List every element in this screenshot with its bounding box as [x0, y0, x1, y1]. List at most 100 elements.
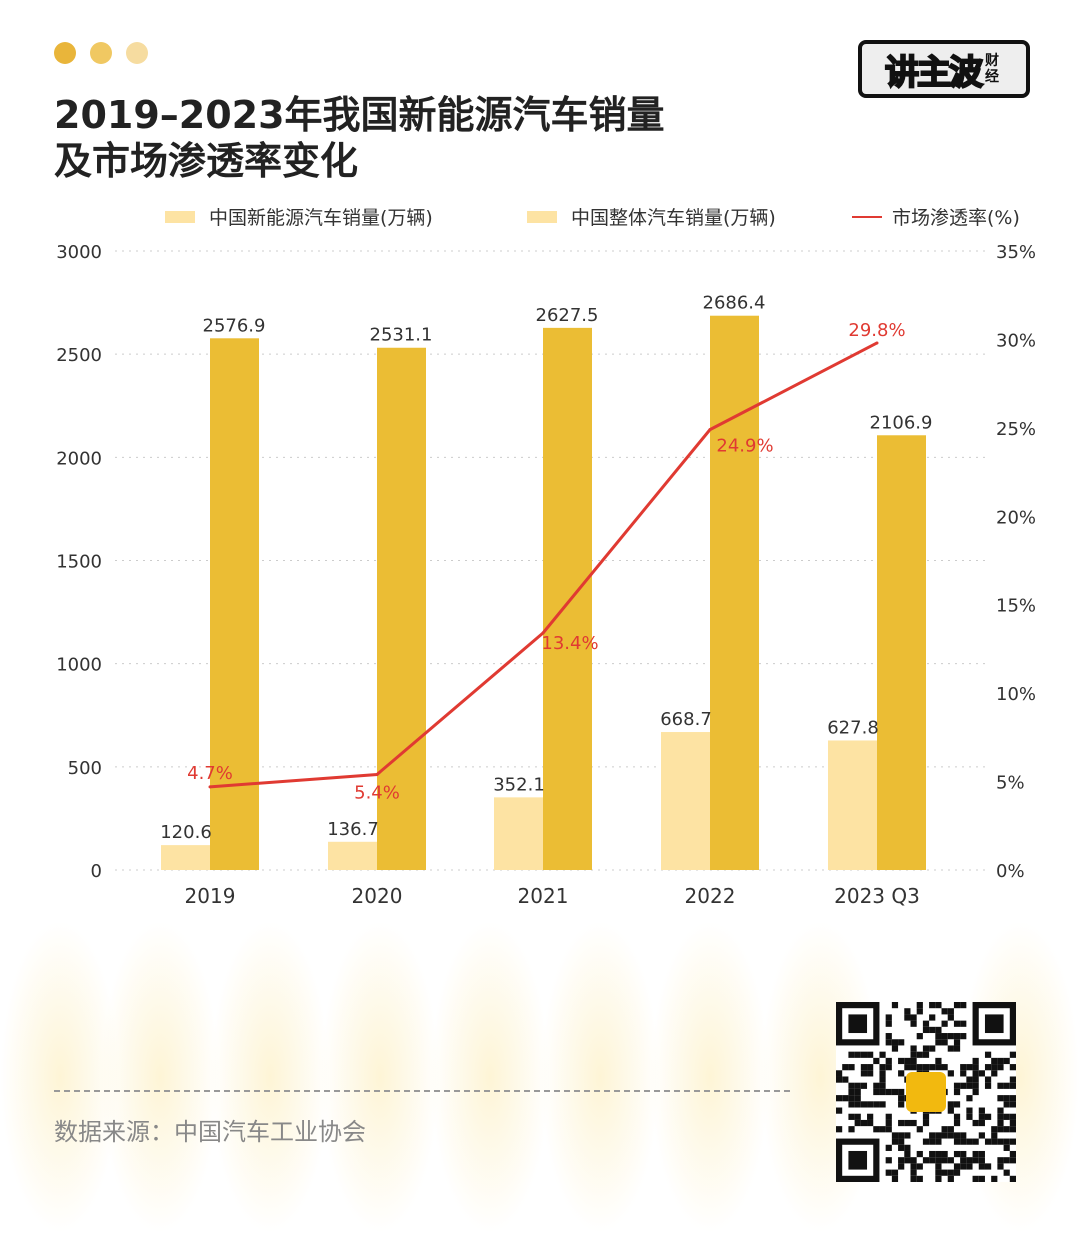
qr-module	[953, 1002, 961, 1009]
qr-module	[1009, 1101, 1016, 1108]
qr-module	[997, 1113, 1004, 1120]
qr-module	[984, 1051, 992, 1058]
qr-module	[941, 1020, 948, 1027]
qr-module	[972, 1119, 979, 1127]
qr-module	[1009, 1113, 1016, 1120]
qr-module	[972, 1082, 979, 1089]
x-tick-label: 2020	[352, 884, 403, 908]
qr-module	[885, 1033, 892, 1040]
qr-module	[922, 1138, 930, 1145]
y-tick-label: 3000	[56, 242, 102, 263]
qr-module	[978, 1157, 985, 1164]
qr-module	[972, 1150, 979, 1158]
qr-module	[860, 1101, 868, 1108]
data-label-total: 2576.9	[203, 315, 266, 336]
y-tick-label: 0	[91, 861, 102, 882]
qr-module	[984, 1138, 992, 1145]
qr-module	[966, 1082, 973, 1089]
bar-nev	[828, 740, 877, 870]
qr-module	[922, 1020, 930, 1027]
qr-module	[978, 1132, 985, 1139]
qr-module	[953, 1169, 961, 1176]
data-label-nev: 136.7	[327, 819, 379, 840]
bar-total	[543, 327, 592, 871]
qr-module	[947, 1132, 954, 1139]
qr-module	[960, 1138, 967, 1145]
legend-swatch	[527, 210, 557, 223]
qr-module	[885, 1057, 892, 1065]
qr-module	[935, 1033, 942, 1040]
qr-module	[873, 1088, 880, 1096]
qr-module	[960, 1157, 967, 1164]
qr-module	[997, 1163, 1004, 1170]
rate-label: 5.4%	[354, 782, 400, 803]
qr-module	[891, 1045, 899, 1052]
qr-module	[922, 1026, 930, 1034]
qr-module	[860, 1070, 868, 1077]
qr-module	[867, 1113, 874, 1120]
qr-module	[916, 1033, 923, 1040]
qr-module	[1009, 1126, 1016, 1133]
qr-module	[916, 1175, 923, 1182]
qr-module	[916, 1163, 923, 1170]
legend-nev: 中国新能源汽车销量(万辆)	[165, 203, 433, 230]
qr-module	[929, 1026, 936, 1034]
qr-module	[879, 1101, 886, 1108]
bar-total	[877, 435, 926, 870]
qr-module	[891, 1002, 899, 1009]
qr-module	[854, 1088, 861, 1096]
qr-module	[854, 1113, 861, 1120]
qr-module	[848, 1064, 855, 1071]
x-tick-label: 2021	[518, 884, 569, 908]
y2-tick-label: 35%	[996, 242, 1036, 263]
qr-module	[885, 1126, 892, 1133]
decorative-dots	[54, 42, 148, 64]
qr-module	[885, 1014, 892, 1021]
qr-module	[953, 1101, 961, 1108]
qr-module	[916, 1002, 923, 1009]
data-label-total: 2106.9	[870, 412, 933, 433]
qr-module	[891, 1132, 899, 1139]
qr-module	[854, 1051, 861, 1058]
qr-module	[984, 1076, 992, 1083]
qr-module	[904, 1132, 911, 1139]
qr-module	[1003, 1126, 1010, 1133]
qr-module	[953, 1082, 961, 1089]
qr-module	[935, 1064, 942, 1071]
bar-nev	[328, 841, 377, 870]
legend-line	[852, 215, 882, 218]
bar-nev	[494, 797, 543, 870]
divider	[54, 1090, 790, 1092]
qr-module	[941, 1126, 948, 1133]
qr-module	[978, 1163, 985, 1170]
qr-module	[922, 1064, 930, 1071]
qr-module	[991, 1057, 998, 1065]
qr-module	[953, 1119, 961, 1127]
legend-rate: 市场渗透率(%)	[852, 203, 1020, 230]
qr-module	[848, 1095, 855, 1102]
qr-module	[972, 1070, 979, 1077]
qr-code[interactable]	[836, 1002, 1016, 1182]
y-tick-label: 1000	[56, 655, 102, 676]
qr-module	[941, 1039, 948, 1046]
qr-module	[860, 1082, 868, 1089]
y2-tick-label: 5%	[996, 773, 1025, 794]
qr-module	[947, 1045, 954, 1052]
qr-module	[978, 1119, 985, 1127]
qr-module	[922, 1045, 930, 1052]
qr-module	[1003, 1113, 1010, 1120]
qr-module	[997, 1119, 1004, 1127]
qr-module	[953, 1163, 961, 1170]
qr-module	[1009, 1076, 1016, 1083]
qr-module	[848, 1088, 855, 1096]
qr-finder	[984, 1014, 1004, 1034]
qr-module	[1009, 1051, 1016, 1058]
qr-module	[867, 1070, 874, 1077]
qr-module	[953, 1033, 961, 1040]
qr-module	[836, 1126, 843, 1133]
title-line-1: 2019–2023年我国新能源汽车销量	[54, 93, 665, 137]
qr-module	[929, 1045, 936, 1052]
qr-module	[916, 1051, 923, 1058]
qr-module	[891, 1138, 899, 1145]
qr-module	[941, 1150, 948, 1158]
